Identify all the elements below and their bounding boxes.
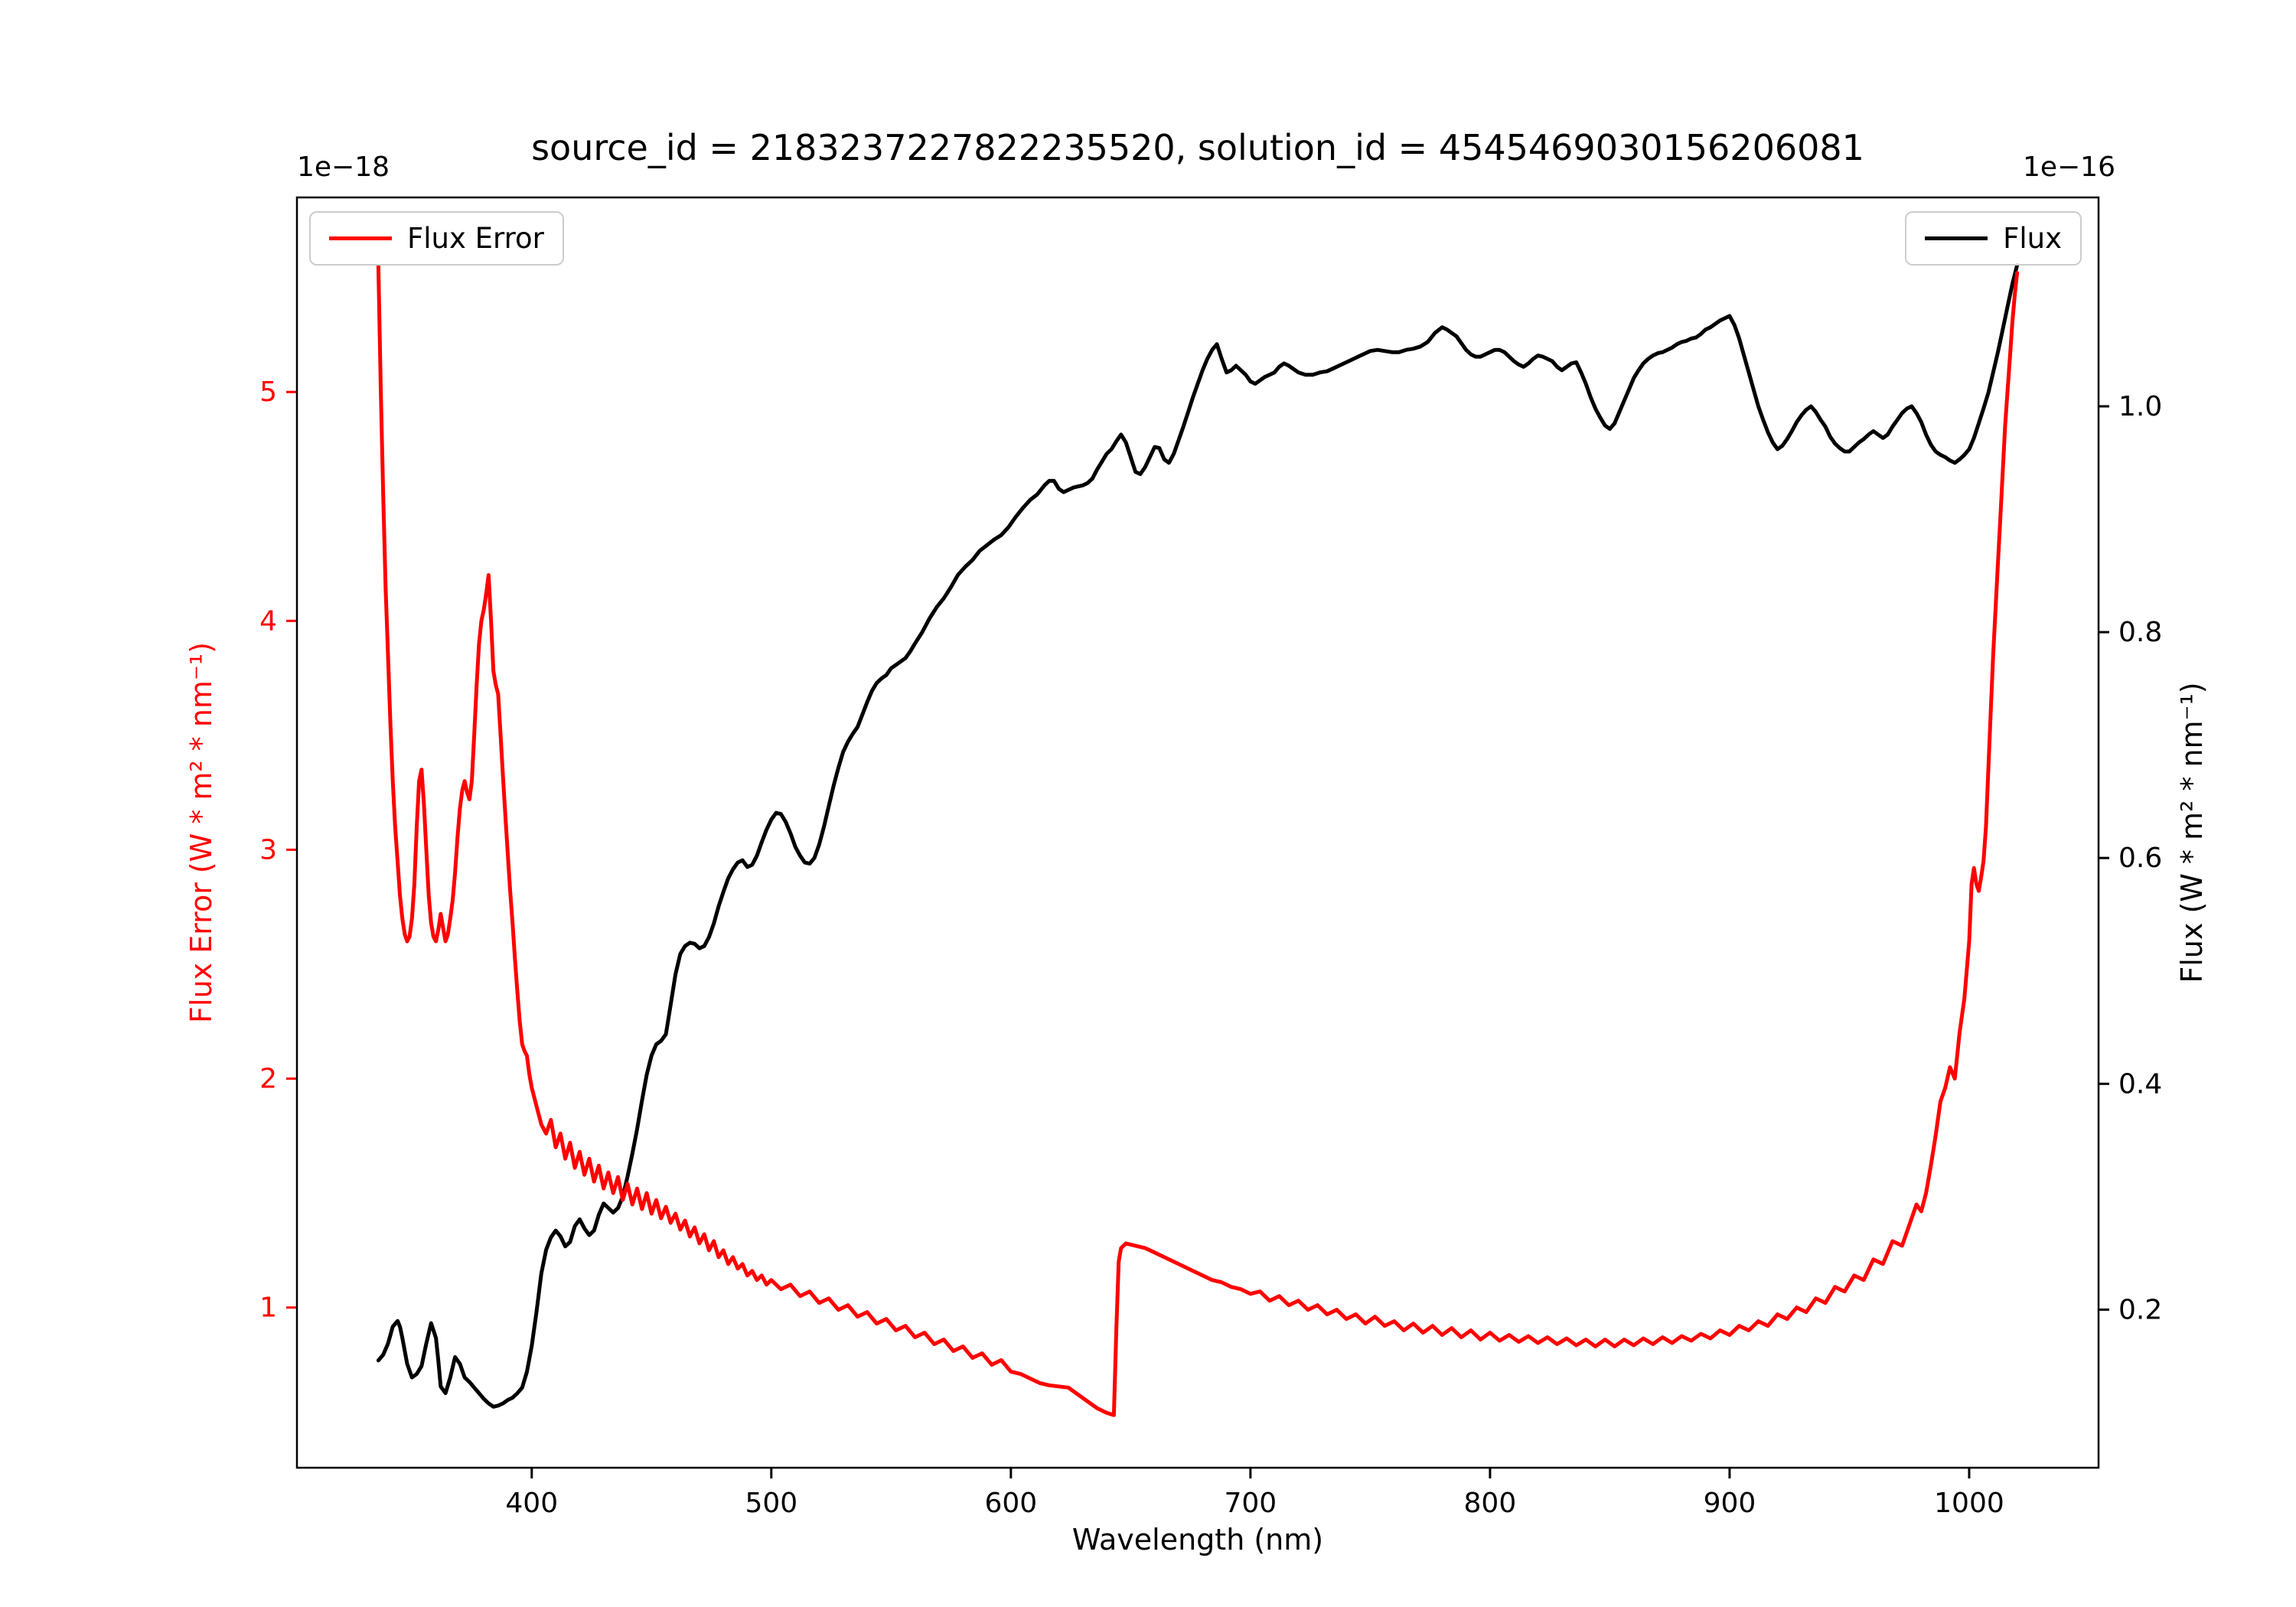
left-y-tick-label: 4 bbox=[259, 605, 277, 637]
x-tick-label: 800 bbox=[1464, 1488, 1517, 1519]
left-y-tick-label: 3 bbox=[259, 834, 277, 865]
x-tick-label: 900 bbox=[1704, 1488, 1756, 1519]
x-tick-label: 600 bbox=[984, 1488, 1037, 1519]
right-y-axis-label: Flux (W * m² * nm⁻¹) bbox=[2175, 682, 2209, 983]
right-y-tick-label: 0.2 bbox=[2118, 1294, 2162, 1325]
right-y-tick-label: 0.6 bbox=[2118, 843, 2162, 874]
right-y-tick-label: 1.0 bbox=[2118, 391, 2162, 422]
x-tick-label: 500 bbox=[745, 1488, 797, 1519]
left-y-tick-label: 5 bbox=[259, 376, 277, 408]
left-y-tick-label: 2 bbox=[259, 1064, 277, 1095]
x-tick-label: 400 bbox=[505, 1488, 558, 1519]
right-y-tick-label: 0.8 bbox=[2118, 617, 2162, 648]
legend-flux-error: Flux Error bbox=[309, 211, 564, 266]
left-y-tick-label: 1 bbox=[259, 1292, 277, 1324]
flux-error-line bbox=[376, 264, 2020, 1417]
flux-line-sample bbox=[1925, 236, 1988, 240]
x-tick-label: 700 bbox=[1225, 1488, 1277, 1519]
left-axis-scale-offset: 1e−18 bbox=[297, 152, 390, 183]
legend-flux: Flux bbox=[1905, 211, 2082, 266]
axes-spines bbox=[295, 196, 2100, 1469]
x-axis-label: Wavelength (nm) bbox=[1071, 1523, 1324, 1556]
flux-line bbox=[376, 263, 2020, 1409]
flux-error-line-sample bbox=[329, 236, 392, 240]
x-tick-label: 1000 bbox=[1934, 1488, 2004, 1519]
left-y-axis-label: Flux Error (W * m² * nm⁻¹) bbox=[184, 642, 218, 1023]
right-y-tick-label: 0.4 bbox=[2118, 1068, 2162, 1100]
right-axis-scale-offset: 1e−16 bbox=[2022, 152, 2115, 183]
legend-flux-error-label: Flux Error bbox=[407, 222, 544, 255]
chart-title: source_id = 2183237227822235520, solutio… bbox=[531, 127, 1864, 168]
legend-flux-label: Flux bbox=[2003, 222, 2062, 255]
